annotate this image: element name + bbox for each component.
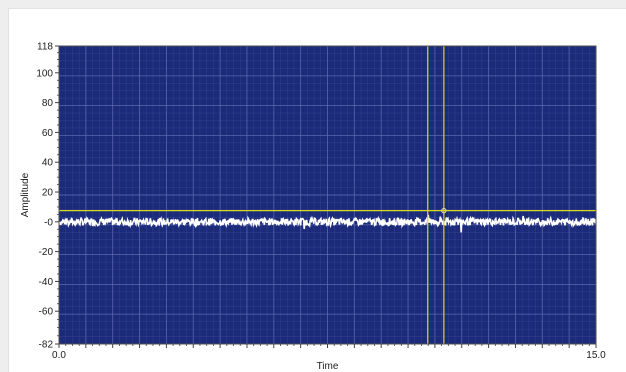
grid <box>58 45 597 345</box>
y-tick-label: 100 <box>36 68 53 79</box>
x-axis-title: Time <box>317 361 339 372</box>
x-tick-label-start: 0.0 <box>52 350 66 361</box>
y-axis: 118 100 80 60 40 20 -0 -20 -40 -60 -82 <box>36 42 59 351</box>
y-axis-title: Amplitude <box>20 172 31 217</box>
signal-trace <box>58 214 597 233</box>
graph-panel: 118 100 80 60 40 20 -0 -20 -40 -60 -82 0.0 15.0 Amp… <box>8 8 626 372</box>
y-tick-label: 118 <box>37 42 53 53</box>
y-tick-label: -40 <box>39 277 54 288</box>
y-tick-label: -60 <box>39 307 54 318</box>
y-tick-label: -0 <box>44 217 53 228</box>
waveform-graph[interactable]: 118 100 80 60 40 20 -0 -20 -40 -60 -82 0.0 15.0 Amp… <box>9 9 626 372</box>
y-tick-label: 60 <box>42 128 54 139</box>
y-tick-label: -20 <box>39 247 54 258</box>
cursor-point-marker[interactable] <box>441 207 447 214</box>
y-tick-label: 20 <box>42 188 54 199</box>
x-axis: 0.0 15.0 <box>52 344 606 361</box>
y-tick-label: 40 <box>42 158 54 169</box>
signal-trace-line <box>58 214 597 233</box>
cursors[interactable] <box>59 46 596 344</box>
y-tick-label: -82 <box>39 340 54 351</box>
y-tick-label: 80 <box>42 98 54 109</box>
x-tick-label-end: 15.0 <box>586 350 606 361</box>
